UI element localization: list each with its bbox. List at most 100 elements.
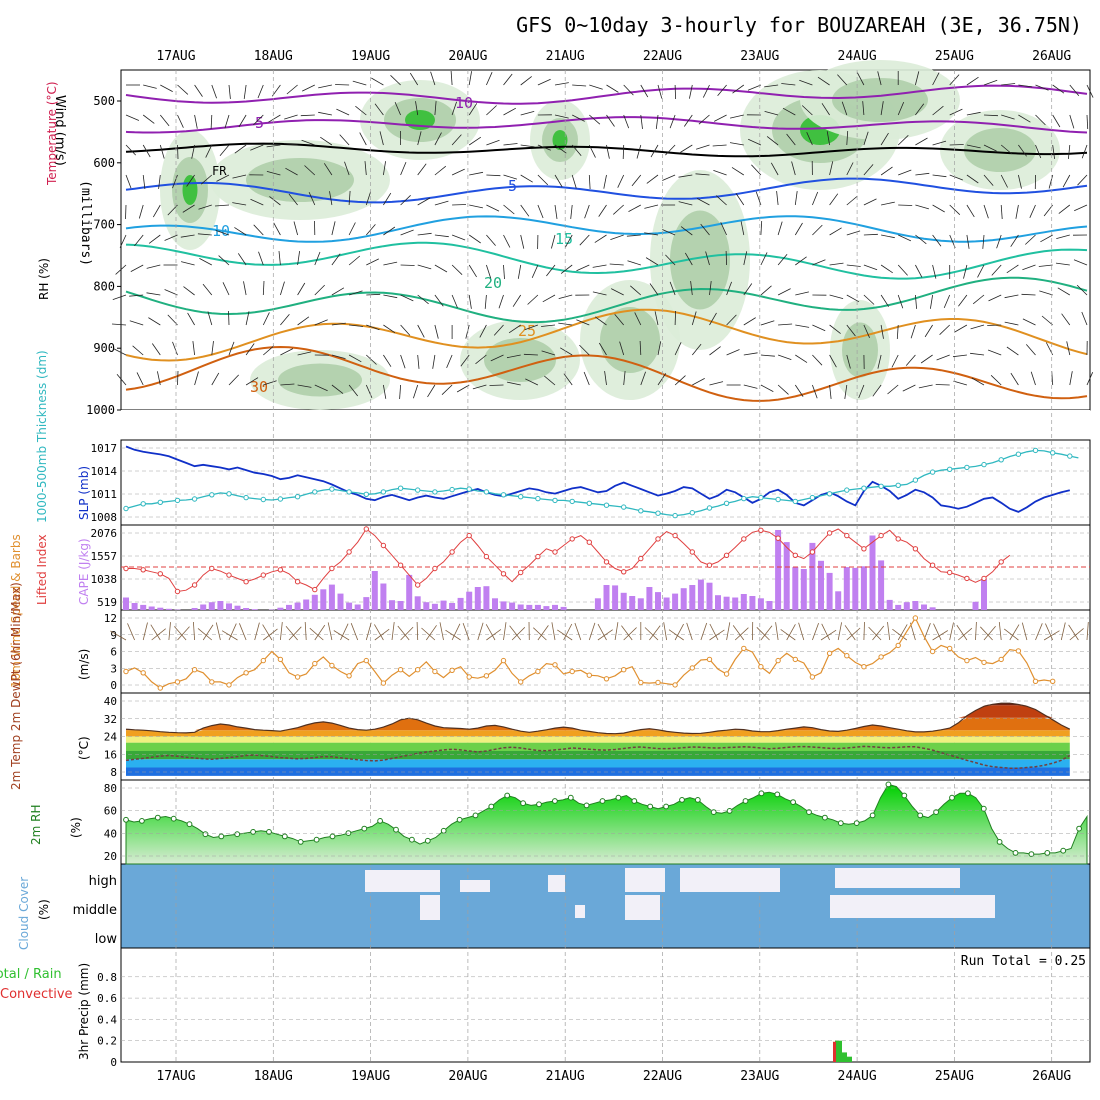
chart-title: GFS 0~10day 3-hourly for BOUZAREAH (3E, … bbox=[516, 13, 1082, 37]
isotherm-label: 25 bbox=[518, 322, 536, 340]
wind-barb bbox=[987, 324, 1002, 326]
thickness-line-marker bbox=[603, 502, 610, 508]
lifted-index-line-marker bbox=[535, 553, 541, 560]
wind-barb bbox=[434, 165, 447, 176]
wind-barb bbox=[829, 227, 842, 236]
wind-barb bbox=[665, 254, 676, 266]
wind-barb bbox=[383, 226, 396, 236]
thickness-line-marker bbox=[535, 495, 541, 502]
wind-barb bbox=[210, 114, 213, 130]
slp-label: SLP (mb) bbox=[77, 466, 91, 520]
wind-barb bbox=[760, 384, 774, 392]
wind-barb bbox=[446, 354, 453, 369]
cape-bar bbox=[243, 608, 250, 610]
wind-barb bbox=[1061, 313, 1071, 326]
wind-barb bbox=[194, 114, 198, 129]
rh-marker bbox=[234, 831, 241, 838]
temp-band bbox=[126, 705, 1070, 718]
wind-barb bbox=[413, 384, 419, 399]
wind-barb bbox=[250, 144, 264, 151]
wind-barb bbox=[129, 294, 144, 297]
wind-barb bbox=[278, 251, 281, 266]
wind-barb bbox=[674, 375, 686, 386]
cape-bar bbox=[294, 602, 301, 610]
wind-barb bbox=[858, 384, 865, 399]
cape-bar bbox=[423, 602, 430, 610]
date-top-label: 25AUG bbox=[935, 49, 974, 64]
rh-marker bbox=[980, 805, 987, 812]
thickness-line-marker bbox=[123, 505, 129, 512]
wind10-barb bbox=[614, 622, 619, 641]
wind-barb bbox=[468, 234, 481, 244]
wind-barb bbox=[598, 204, 607, 217]
wind-barb bbox=[760, 220, 763, 236]
lifted-index-line-marker bbox=[878, 532, 884, 539]
wind10-barb bbox=[309, 627, 324, 641]
date-top-label: 21AUG bbox=[546, 49, 585, 64]
wind10-barb bbox=[509, 625, 522, 641]
rh-marker bbox=[520, 800, 526, 807]
wind-barb bbox=[966, 76, 979, 86]
wind-barb bbox=[273, 222, 281, 236]
date-axis: 17AUG 17AUG 18AUG 18AUG 19AUG 19AUG 20AUG 20AUG… bbox=[156, 49, 1071, 1084]
wind-barb bbox=[812, 259, 826, 266]
wind-barb bbox=[288, 193, 298, 206]
wind-barb bbox=[554, 204, 558, 219]
wind10-speed-line-marker bbox=[157, 685, 164, 691]
wind-barb bbox=[245, 377, 259, 386]
wind-barb bbox=[520, 76, 532, 86]
wind-barb bbox=[829, 193, 839, 206]
lifted-index-line-marker bbox=[655, 536, 661, 542]
wind-barb bbox=[949, 108, 963, 116]
rh-shading bbox=[600, 307, 660, 373]
wind-barb bbox=[486, 139, 500, 146]
wind10-barb bbox=[486, 629, 502, 641]
wind10-barb bbox=[1086, 621, 1089, 641]
wind10-speed-line-marker bbox=[878, 654, 884, 660]
wind-barb bbox=[451, 264, 463, 275]
wind-barb bbox=[1018, 84, 1033, 88]
cape-bar bbox=[354, 604, 361, 610]
rh-shading bbox=[670, 210, 730, 310]
lifted-index-line-marker bbox=[586, 539, 592, 545]
wind-barb bbox=[1025, 234, 1036, 245]
wind10-speed-line-marker bbox=[294, 674, 301, 680]
thickness-line-marker bbox=[655, 510, 661, 516]
wind-barb bbox=[705, 251, 710, 266]
isotherm-label: 20 bbox=[484, 274, 502, 292]
wind-barb bbox=[503, 204, 515, 215]
lifted-index-line-marker bbox=[140, 567, 146, 573]
rh-marker bbox=[901, 792, 908, 799]
wind-barb bbox=[218, 255, 230, 266]
wind-barb bbox=[266, 144, 281, 148]
wind-barb bbox=[297, 316, 310, 326]
date-bottom-label: 17AUG bbox=[156, 1069, 195, 1084]
wind10-barb bbox=[775, 622, 779, 641]
wind-barb bbox=[812, 324, 826, 332]
wind-barb bbox=[777, 288, 791, 296]
wind10-barb bbox=[932, 630, 949, 641]
isotherm-line bbox=[125, 84, 1088, 105]
wind10-speed-line-marker bbox=[346, 673, 352, 679]
wind10-barb bbox=[193, 621, 195, 641]
wind10-speed-line-marker bbox=[1015, 648, 1022, 654]
wind-barb bbox=[214, 204, 230, 207]
wind10-speed-line-marker bbox=[552, 662, 558, 668]
wind10-speed-line-marker bbox=[586, 672, 592, 678]
thickness-line-marker bbox=[758, 494, 764, 501]
cape-bar bbox=[663, 597, 670, 610]
cape-bar bbox=[878, 560, 885, 610]
cape-bar bbox=[972, 601, 979, 610]
wind-barb bbox=[1043, 204, 1054, 217]
wind-barb bbox=[1058, 204, 1071, 214]
wind-barb bbox=[915, 172, 930, 176]
wind-barb bbox=[1038, 264, 1053, 267]
wind-barb bbox=[134, 234, 144, 247]
cape-bar bbox=[612, 585, 619, 610]
wind-barb bbox=[996, 234, 1002, 249]
wind-barb bbox=[897, 101, 905, 116]
wind-barb bbox=[665, 144, 676, 156]
wind-barb bbox=[314, 251, 321, 266]
temp-band bbox=[126, 717, 1070, 731]
temp-tick-label: 16 bbox=[104, 748, 117, 761]
